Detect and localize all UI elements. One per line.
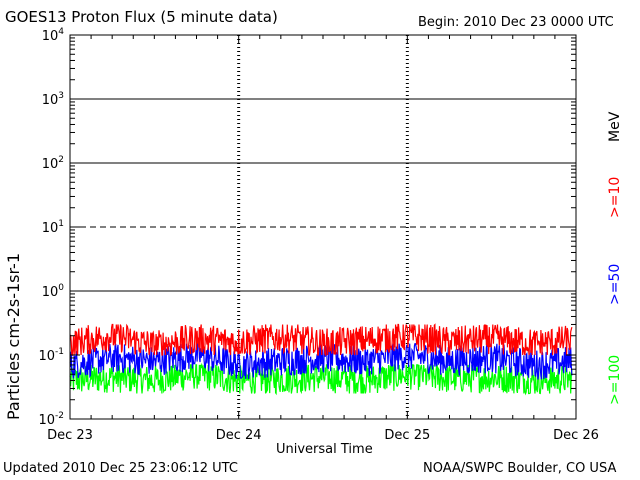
y-tick-label: 103 bbox=[42, 91, 64, 108]
series-line-ge10 bbox=[69, 323, 573, 357]
y-tick-label: 101 bbox=[42, 219, 64, 236]
x-axis-label: Universal Time bbox=[276, 442, 373, 457]
x-tick-label: Dec 24 bbox=[216, 428, 262, 443]
y-tick-label: 102 bbox=[42, 155, 64, 172]
y-tick-label: 10-2 bbox=[38, 411, 64, 428]
data-source: NOAA/SWPC Boulder, CO USA bbox=[423, 461, 617, 476]
legend-series-10: >=10 bbox=[607, 176, 623, 218]
y-axis-label: Particles cm-2s-1sr-1 bbox=[4, 252, 23, 420]
x-tick-label: Dec 23 bbox=[47, 428, 93, 443]
legend-series-50: >=50 bbox=[607, 263, 623, 305]
series-line-ge50 bbox=[69, 341, 573, 380]
y-tick-label: 100 bbox=[42, 283, 65, 300]
x-tick-label: Dec 26 bbox=[553, 428, 599, 443]
x-tick-label: Dec 25 bbox=[384, 428, 430, 443]
series-line-ge100 bbox=[69, 362, 573, 396]
legend-unit: MeV bbox=[607, 111, 623, 142]
updated-timestamp: Updated 2010 Dec 25 23:06:12 UTC bbox=[3, 461, 238, 476]
y-tick-label: 104 bbox=[42, 27, 65, 44]
legend-series-100: >=100 bbox=[607, 354, 623, 405]
chart-title: GOES13 Proton Flux (5 minute data) bbox=[5, 8, 278, 26]
y-tick-label: 10-1 bbox=[38, 347, 64, 364]
begin-date: Begin: 2010 Dec 23 0000 UTC bbox=[418, 15, 614, 30]
